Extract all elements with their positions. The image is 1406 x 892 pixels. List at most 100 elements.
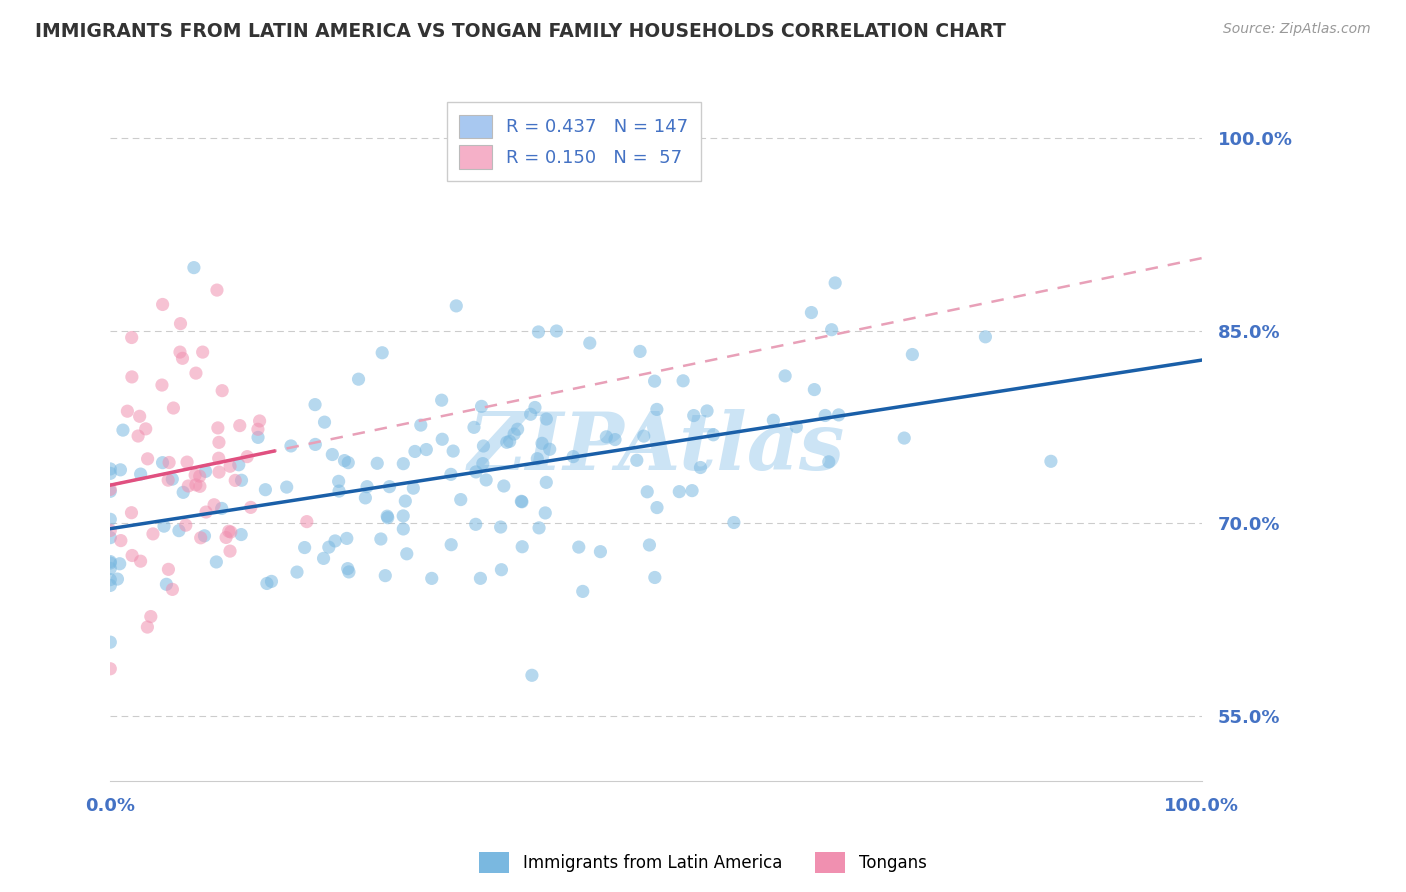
Point <box>98 484 121 499</box>
Point <box>347 372 370 386</box>
Point <box>117 404 139 418</box>
Point <box>177 479 200 493</box>
Point <box>370 532 392 546</box>
Point <box>172 351 194 366</box>
Point <box>824 276 846 290</box>
Point <box>98 573 121 587</box>
Point <box>893 431 915 445</box>
Point <box>901 347 924 361</box>
Point <box>157 562 180 576</box>
Point <box>636 484 658 499</box>
Point <box>174 518 197 533</box>
Point <box>211 501 233 516</box>
Point <box>578 336 600 351</box>
Point <box>169 345 191 359</box>
Point <box>256 576 278 591</box>
Point <box>98 531 121 545</box>
Point <box>374 568 396 582</box>
Point <box>773 368 796 383</box>
Point <box>205 283 228 297</box>
Point <box>527 325 550 339</box>
Point <box>121 549 143 563</box>
Point <box>304 398 326 412</box>
Point <box>446 299 468 313</box>
Point <box>247 430 270 444</box>
Point <box>337 565 360 579</box>
Point <box>98 662 121 676</box>
Point <box>224 474 246 488</box>
Point <box>98 462 121 476</box>
Point <box>495 435 517 450</box>
Point <box>534 506 557 520</box>
Point <box>228 458 250 472</box>
Point <box>626 453 648 467</box>
Point <box>172 485 194 500</box>
Point <box>645 500 668 515</box>
Point <box>974 330 997 344</box>
Point <box>820 323 842 337</box>
Point <box>190 531 212 545</box>
Point <box>536 475 558 490</box>
Point <box>184 468 207 483</box>
Point <box>336 561 359 575</box>
Point <box>150 378 173 392</box>
Point <box>366 456 388 470</box>
Point <box>294 541 316 555</box>
Point <box>633 429 655 443</box>
Point <box>218 524 240 539</box>
Point <box>98 578 121 592</box>
Point <box>644 374 666 388</box>
Point <box>110 463 132 477</box>
Point <box>211 384 233 398</box>
Point <box>589 544 612 558</box>
Point <box>280 439 302 453</box>
Point <box>668 484 690 499</box>
Point <box>519 407 541 421</box>
Point <box>531 436 554 450</box>
Point <box>672 374 695 388</box>
Point <box>107 572 129 586</box>
Point <box>98 524 121 538</box>
Point <box>139 609 162 624</box>
Point <box>571 584 593 599</box>
Point <box>603 433 626 447</box>
Point <box>188 479 211 493</box>
Point <box>98 556 121 570</box>
Point <box>628 344 651 359</box>
Point <box>321 448 343 462</box>
Point <box>441 444 464 458</box>
Point <box>208 435 231 450</box>
Point <box>121 330 143 344</box>
Point <box>162 582 184 597</box>
Point <box>415 442 437 457</box>
Point <box>523 401 546 415</box>
Point <box>184 366 207 380</box>
Point <box>195 505 218 519</box>
Point <box>723 516 745 530</box>
Point <box>231 527 253 541</box>
Point <box>527 521 550 535</box>
Point <box>471 457 494 471</box>
Point <box>152 297 174 311</box>
Point <box>472 439 495 453</box>
Point <box>492 479 515 493</box>
Point <box>239 500 262 515</box>
Point <box>207 421 229 435</box>
Point <box>800 305 823 319</box>
Point <box>176 455 198 469</box>
Point <box>219 524 242 539</box>
Point <box>506 422 529 436</box>
Point <box>475 473 498 487</box>
Point <box>295 515 318 529</box>
Point <box>184 478 207 492</box>
Point <box>312 551 335 566</box>
Point <box>645 402 668 417</box>
Point <box>152 456 174 470</box>
Point <box>510 540 533 554</box>
Point <box>260 574 283 589</box>
Point <box>465 465 488 479</box>
Legend: Immigrants from Latin America, Tongans: Immigrants from Latin America, Tongans <box>472 846 934 880</box>
Point <box>110 533 132 548</box>
Point <box>440 467 463 482</box>
Point <box>378 480 401 494</box>
